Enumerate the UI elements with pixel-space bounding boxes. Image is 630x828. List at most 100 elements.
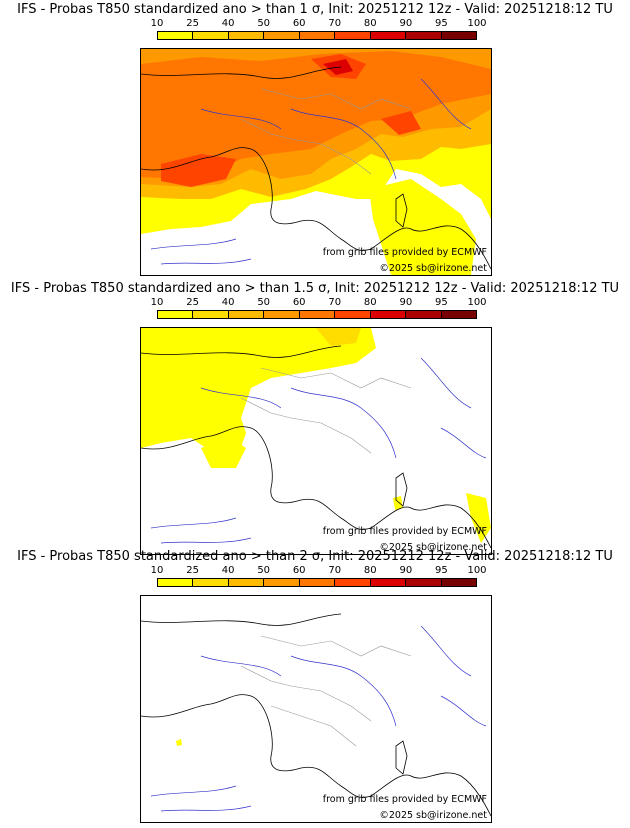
river xyxy=(160,537,252,544)
border xyxy=(240,118,292,140)
prob-area-25 xyxy=(316,328,361,346)
map-layer: from grib files provided by ECMWF ©2025 … xyxy=(141,49,491,275)
scale-swatch xyxy=(228,311,265,318)
scale-swatch xyxy=(335,311,371,318)
map-panel-2: IFS - Probas T850 standardized ano > tha… xyxy=(0,281,630,557)
scale-swatch xyxy=(335,579,371,586)
map-panel-3: IFS - Probas T850 standardized ano > tha… xyxy=(0,549,630,825)
scale-tick-label: 25 xyxy=(186,18,199,29)
scale-tick-label: 95 xyxy=(435,565,448,576)
scale-tick-label: 70 xyxy=(328,565,342,576)
coastline xyxy=(141,426,372,530)
scale-tick-label: 25 xyxy=(186,565,199,576)
scale-tick-label: 100 xyxy=(467,565,487,576)
source-credit: from grib files provided by ECMWF xyxy=(323,526,487,537)
scale-tick-label: 40 xyxy=(221,565,235,576)
border xyxy=(260,88,412,110)
river xyxy=(290,387,397,459)
scale-swatch xyxy=(193,32,229,39)
panel-title: IFS - Probas T850 standardized ano > tha… xyxy=(17,2,613,17)
border xyxy=(290,685,372,722)
probability-map: from grib files provided by ECMWF ©2025 … xyxy=(140,595,492,823)
scale-tick-label: 10 xyxy=(150,297,164,308)
border xyxy=(290,417,372,454)
panel-title: IFS - Probas T850 standardized ano > tha… xyxy=(17,549,613,564)
scale-tick-label: 70 xyxy=(328,297,342,308)
scale-tick-label: 60 xyxy=(292,18,306,29)
scale-tick-label: 90 xyxy=(399,18,413,29)
scale-tick-label: 80 xyxy=(363,18,377,29)
scale-swatch xyxy=(299,32,336,39)
prob-area-10 xyxy=(466,493,491,543)
border xyxy=(290,138,372,175)
scale-swatch xyxy=(406,579,442,586)
scale-swatch xyxy=(335,32,371,39)
coastline xyxy=(370,225,491,270)
scale-swatch xyxy=(264,579,300,586)
scale-tick-label: 50 xyxy=(257,565,271,576)
river xyxy=(440,427,487,459)
prob-area-70 xyxy=(161,154,236,187)
scale-tick-label: 25 xyxy=(186,297,199,308)
scale-tick-label: 10 xyxy=(150,18,164,29)
prob-area-10 xyxy=(393,496,403,510)
coastline xyxy=(141,147,372,251)
color-scale: 10 25 40 50 60 70 80 90 95 100 xyxy=(151,18,487,41)
scale-tick-label: 40 xyxy=(221,18,235,29)
probability-map: from grib files provided by ECMWF ©2025 … xyxy=(140,48,492,276)
scale-swatch xyxy=(406,311,442,318)
scale-tick-label: 90 xyxy=(399,565,413,576)
color-scale: 10 25 40 50 60 70 80 90 95 100 xyxy=(151,297,487,320)
scale-tick-label: 80 xyxy=(363,565,377,576)
island-outline xyxy=(395,193,408,228)
river xyxy=(420,78,472,130)
prob-area-10 xyxy=(176,739,182,746)
copyright-label: ©2025 sb@irizone.net xyxy=(379,263,487,274)
panel-title: IFS - Probas T850 standardized ano > tha… xyxy=(10,281,620,296)
scale-swatch xyxy=(228,579,265,586)
prob-area-10 xyxy=(369,179,476,275)
scale-tick-label: 10 xyxy=(150,565,164,576)
scale-swatch xyxy=(193,311,229,318)
probability-map: from grib files provided by ECMWF ©2025 … xyxy=(140,327,492,555)
river xyxy=(160,258,252,265)
scale-swatch xyxy=(158,311,194,318)
scale-swatch xyxy=(406,32,442,39)
scale-swatches xyxy=(157,310,477,319)
scale-swatch xyxy=(299,311,336,318)
scale-tick-label: 90 xyxy=(399,297,413,308)
border xyxy=(240,665,292,687)
scale-swatch xyxy=(158,579,194,586)
scale-tick-label: 100 xyxy=(467,297,487,308)
river xyxy=(440,695,487,727)
scale-swatch xyxy=(264,311,300,318)
scale-swatches xyxy=(157,31,477,40)
scale-swatch xyxy=(370,32,407,39)
river xyxy=(290,655,397,727)
river xyxy=(420,625,472,677)
river xyxy=(200,655,282,677)
scale-tick-label: 60 xyxy=(292,297,306,308)
scale-swatch xyxy=(370,311,407,318)
scale-tick-label: 95 xyxy=(435,297,448,308)
coastline xyxy=(141,345,342,358)
scale-swatch xyxy=(441,579,476,586)
coastline xyxy=(141,66,342,79)
scale-swatch xyxy=(158,32,194,39)
source-credit: from grib files provided by ECMWF xyxy=(323,794,487,805)
prob-area-70 xyxy=(381,111,421,135)
scale-tick-label: 100 xyxy=(467,18,487,29)
scale-tick-label: 60 xyxy=(292,565,306,576)
island-outline xyxy=(395,472,408,507)
scale-swatch xyxy=(228,32,265,39)
border xyxy=(270,705,357,747)
scale-swatch xyxy=(441,311,476,318)
scale-swatch xyxy=(193,579,229,586)
source-credit: from grib files provided by ECMWF xyxy=(323,247,487,258)
scale-swatch xyxy=(299,579,336,586)
coastline xyxy=(370,504,491,549)
coastline xyxy=(141,694,372,798)
river xyxy=(150,238,237,250)
copyright-label: ©2025 sb@irizone.net xyxy=(379,810,487,821)
scale-tick-label: 95 xyxy=(435,18,448,29)
